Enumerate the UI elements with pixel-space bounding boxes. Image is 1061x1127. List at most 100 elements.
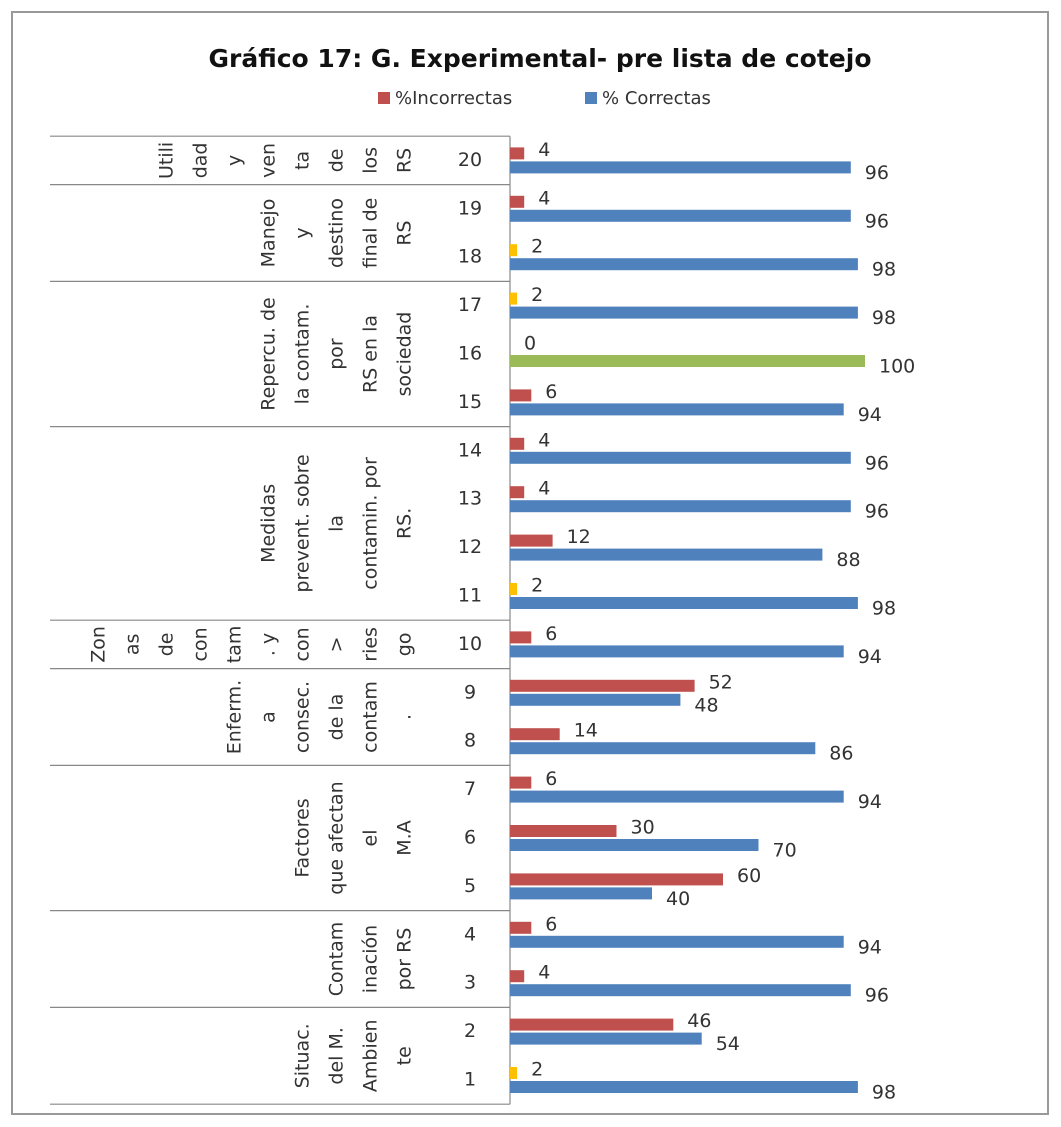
group-label: RS.	[394, 508, 416, 539]
bar	[510, 147, 525, 160]
value-label: 96	[865, 162, 889, 184]
group-label: con	[190, 627, 212, 661]
bar	[510, 500, 851, 513]
group-label: Zon	[88, 626, 110, 663]
value-label: 52	[709, 671, 733, 693]
group-label: Utili	[156, 142, 178, 179]
group-label: Manejo	[258, 199, 280, 268]
bar	[510, 1067, 518, 1079]
group-label: Repercu. de	[258, 297, 280, 411]
category-label: 1	[464, 1069, 476, 1091]
value-label: 6	[545, 623, 557, 645]
group-label: consec.	[292, 681, 314, 753]
bar	[510, 306, 858, 319]
bar	[510, 403, 844, 416]
bar	[510, 292, 518, 305]
value-label: 96	[865, 501, 889, 523]
category-label: 2	[464, 1020, 476, 1042]
value-label: 46	[687, 1010, 711, 1032]
group-label: . y	[258, 633, 280, 656]
group-label: el	[360, 830, 382, 847]
group-label: Enferm.	[224, 680, 246, 754]
group-label: RS en la	[360, 315, 382, 393]
category-label: 14	[458, 439, 482, 461]
group-label: Ambien	[360, 1020, 382, 1093]
bar	[510, 209, 851, 222]
category-label: 11	[458, 585, 482, 607]
group-label: y	[224, 155, 246, 166]
group-label: destino	[326, 198, 348, 268]
group-label: por	[326, 338, 348, 370]
legend-swatch	[378, 92, 390, 104]
group-label: los	[360, 147, 382, 174]
group-label: la contam.	[292, 304, 314, 405]
value-label: 98	[872, 598, 896, 620]
value-label: 94	[858, 404, 882, 426]
bar	[510, 1032, 702, 1045]
bar	[510, 195, 525, 208]
value-label: 98	[872, 259, 896, 281]
value-label: 48	[694, 694, 718, 716]
bar	[510, 839, 759, 851]
group-label: final de	[360, 198, 382, 269]
category-label: 17	[458, 294, 482, 316]
group-label: la	[326, 515, 348, 532]
group-label: de la	[326, 694, 348, 741]
value-label: 54	[716, 1033, 740, 1055]
bar	[510, 258, 858, 271]
value-label: 30	[631, 817, 655, 839]
group-label: tam	[224, 626, 246, 664]
value-label: 100	[879, 356, 915, 378]
value-label: 98	[872, 1082, 896, 1104]
category-label: 5	[464, 875, 476, 897]
group-label: Medidas	[258, 484, 280, 563]
category-label: 18	[458, 246, 482, 268]
value-label: 60	[737, 865, 761, 887]
group-label: sociedad	[394, 312, 416, 397]
category-label: 3	[464, 972, 476, 994]
category-label: 15	[458, 391, 482, 413]
value-label: 2	[531, 575, 543, 597]
bar	[510, 790, 844, 803]
value-label: 96	[865, 210, 889, 232]
bar	[510, 873, 723, 886]
group-label: as	[122, 634, 144, 656]
value-label: 6	[545, 913, 557, 935]
category-label: 13	[458, 488, 482, 510]
group-label: RS	[394, 148, 416, 173]
group-label: Contam	[326, 922, 348, 997]
value-label: 86	[829, 743, 853, 765]
group-label: M.A	[394, 820, 416, 855]
value-label: 6	[545, 768, 557, 790]
value-label: 96	[865, 985, 889, 1007]
value-label: 70	[773, 840, 797, 862]
value-label: 94	[858, 646, 882, 668]
group-label: dad	[190, 143, 212, 179]
value-label: 94	[858, 791, 882, 813]
legend-swatch	[585, 92, 597, 104]
group-label: RS	[394, 220, 416, 245]
bar	[510, 645, 844, 658]
chart-title: Gráfico 17: G. Experimental- pre lista d…	[208, 44, 871, 73]
bar	[510, 970, 525, 983]
group-label: ven	[258, 143, 280, 178]
group-label: go	[394, 633, 416, 657]
group-label: por RS	[394, 928, 416, 991]
category-label: 16	[458, 343, 482, 365]
bar	[510, 887, 652, 900]
category-label: 19	[458, 197, 482, 219]
bar	[510, 693, 681, 706]
bar	[510, 161, 851, 174]
group-label: Situac.	[292, 1023, 314, 1088]
category-label: 7	[464, 778, 476, 800]
value-label: 88	[836, 549, 860, 571]
value-label: 94	[858, 936, 882, 958]
legend-label: %Incorrectas	[395, 88, 512, 109]
group-label: ries	[360, 627, 382, 662]
value-label: 4	[538, 139, 550, 161]
bar	[510, 728, 560, 741]
value-label: 40	[666, 888, 690, 910]
bar	[510, 389, 532, 402]
group-label: del M.	[326, 1027, 348, 1085]
group-label: inación	[360, 925, 382, 993]
